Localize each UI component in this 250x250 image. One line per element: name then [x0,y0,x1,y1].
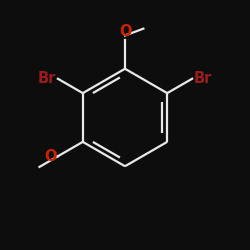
Text: O: O [119,24,131,39]
Text: Br: Br [38,71,56,86]
Text: O: O [44,149,57,164]
Text: Br: Br [194,71,212,86]
